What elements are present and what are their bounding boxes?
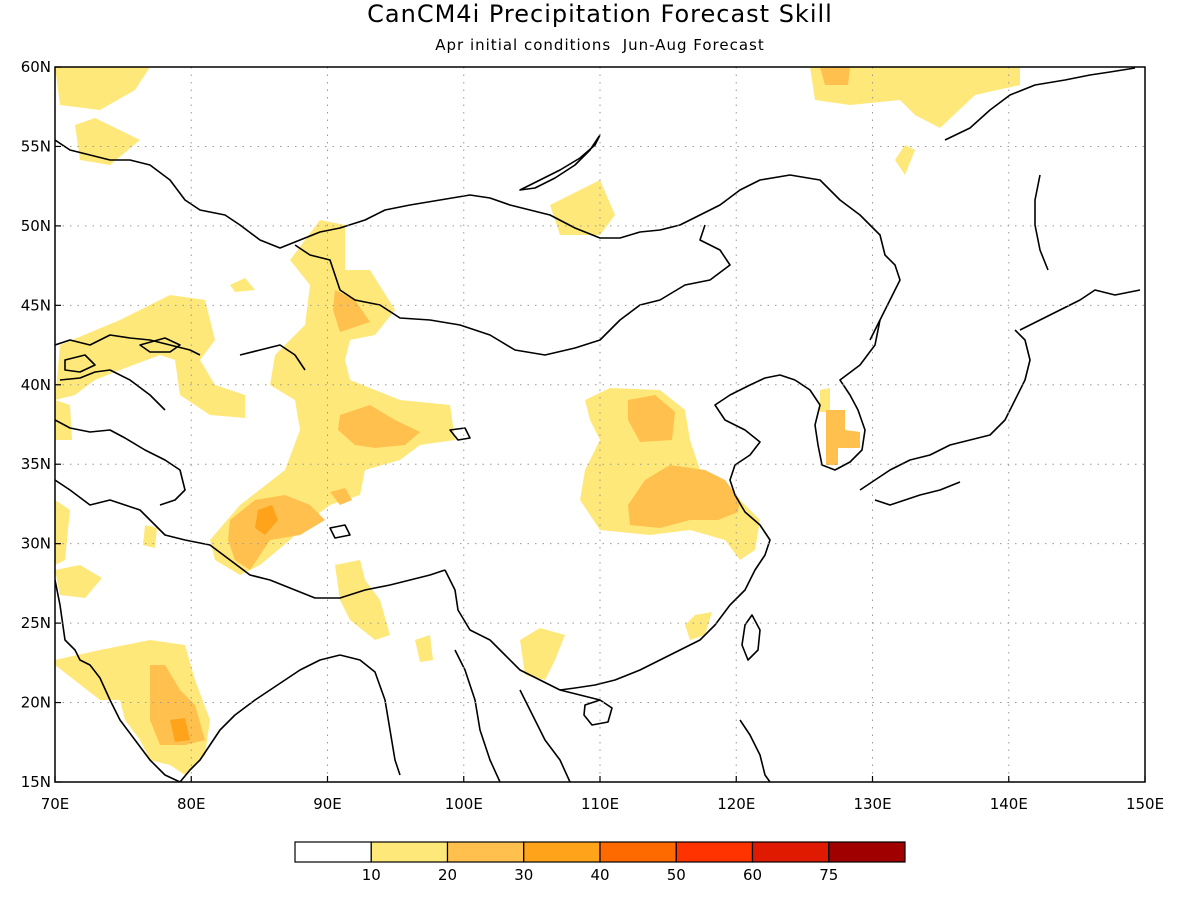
colorbar-label: 60 — [743, 866, 762, 884]
map-subtitle: Apr initial conditions Jun-Aug Forecast — [435, 36, 765, 54]
lon-tick-label: 120E — [717, 795, 755, 813]
lat-tick-label: 15N — [21, 773, 51, 791]
colorbar-swatch — [370, 841, 449, 863]
lat-tick-label: 45N — [21, 296, 51, 314]
lon-tick-label: 140E — [990, 795, 1028, 813]
lon-tick-label: 70E — [41, 795, 70, 813]
colorbar-label: 75 — [819, 866, 838, 884]
colorbar-swatch — [599, 841, 677, 863]
coastlines — [55, 67, 1141, 782]
latitude-labels: 15N 20N 25N 30N 35N 40N 45N 50N 55N 60N — [21, 58, 51, 791]
skill-shading — [55, 67, 1020, 775]
lon-tick-label: 90E — [313, 795, 342, 813]
lat-tick-label: 40N — [21, 376, 51, 394]
colorbar-label: 20 — [438, 866, 457, 884]
map-panel: 70E 80E 90E 100E 110E 120E 130E 140E 150E 15N 20N… — [21, 58, 1164, 813]
lon-tick-label: 150E — [1126, 795, 1164, 813]
lon-tick-label: 100E — [445, 795, 483, 813]
lon-tick-label: 130E — [853, 795, 891, 813]
colorbar-label: 40 — [590, 866, 609, 884]
colorbar-swatch — [446, 841, 525, 863]
map-frame — [54, 66, 1146, 783]
gridlines — [54, 66, 1146, 783]
colorbar-label: 30 — [514, 866, 533, 884]
lat-tick-label: 55N — [21, 137, 51, 155]
longitude-labels: 70E 80E 90E 100E 110E 120E 130E 140E 150E — [41, 795, 1164, 813]
colorbar-swatch — [751, 841, 830, 863]
colorbar-swatch — [294, 841, 372, 863]
colorbar — [294, 841, 906, 863]
colorbar-swatch — [523, 841, 601, 863]
lon-tick-label: 110E — [581, 795, 619, 813]
colorbar-swatch — [828, 841, 906, 863]
colorbar-label: 50 — [667, 866, 686, 884]
lat-tick-label: 60N — [21, 58, 51, 76]
colorbar-label: 10 — [362, 866, 381, 884]
lat-tick-label: 25N — [21, 614, 51, 632]
lat-tick-label: 30N — [21, 535, 51, 553]
colorbar-swatch — [675, 841, 754, 863]
colorbar-labels: 10 20 30 40 50 60 75 — [362, 866, 839, 884]
lat-tick-label: 20N — [21, 694, 51, 712]
lon-tick-label: 80E — [177, 795, 206, 813]
lat-tick-label: 35N — [21, 455, 51, 473]
lat-tick-label: 50N — [21, 217, 51, 235]
map-title: CanCM4i Precipitation Forecast Skill — [367, 0, 833, 28]
